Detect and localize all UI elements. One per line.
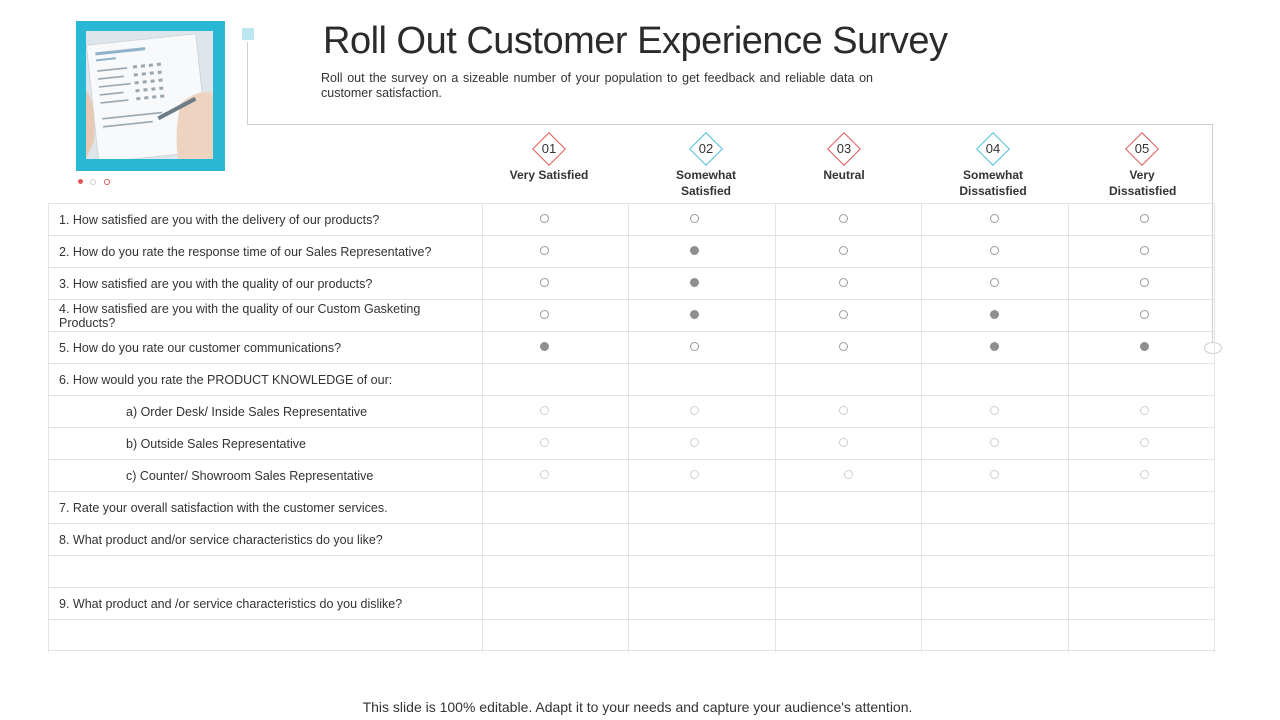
rating-radio[interactable] bbox=[690, 246, 699, 255]
diamond-icon: 03 bbox=[826, 131, 862, 167]
rating-radio[interactable] bbox=[540, 406, 549, 415]
footer-note: This slide is 100% editable. Adapt it to… bbox=[362, 699, 913, 715]
question-text bbox=[59, 620, 469, 651]
rating-radio[interactable] bbox=[839, 246, 848, 255]
rating-radio[interactable] bbox=[990, 438, 999, 447]
rating-radio[interactable] bbox=[839, 342, 848, 351]
table-row: 3. How satisfied are you with the qualit… bbox=[48, 267, 1215, 299]
rating-radio[interactable] bbox=[690, 278, 699, 287]
rating-radio[interactable] bbox=[839, 278, 848, 287]
question-text: 2. How do you rate the response time of … bbox=[59, 244, 432, 259]
rating-radio[interactable] bbox=[839, 310, 848, 319]
column-header-somewhat-satisfied: 02 Somewhat Satisfied bbox=[633, 131, 779, 199]
frame-line bbox=[247, 42, 248, 124]
table-row: 7. Rate your overall satisfaction with t… bbox=[48, 491, 1215, 523]
rating-radio[interactable] bbox=[990, 214, 999, 223]
carousel-dots bbox=[78, 179, 118, 187]
column-header-somewhat-dissatisfied: 04 Somewhat Dissatisfied bbox=[920, 131, 1066, 199]
rating-radio[interactable] bbox=[690, 406, 699, 415]
accent-square bbox=[242, 28, 254, 40]
column-header-very-satisfied: 01 Very Satisfied bbox=[476, 131, 622, 183]
survey-table: 1. How satisfied are you with the delive… bbox=[48, 203, 1215, 651]
column-label: Neutral bbox=[823, 168, 865, 182]
rating-radio[interactable] bbox=[990, 342, 999, 351]
column-label: Very Satisfied bbox=[509, 168, 589, 182]
survey-photo-frame bbox=[76, 21, 225, 171]
rating-radio[interactable] bbox=[1140, 214, 1149, 223]
rating-radio[interactable] bbox=[990, 246, 999, 255]
rating-radio[interactable] bbox=[690, 342, 699, 351]
rating-radio[interactable] bbox=[1140, 470, 1149, 479]
rating-radio[interactable] bbox=[839, 438, 848, 447]
table-row: c) Counter/ Showroom Sales Representativ… bbox=[48, 459, 1215, 491]
diamond-icon: 01 bbox=[531, 131, 567, 167]
rating-radio[interactable] bbox=[540, 310, 549, 319]
table-row: 5. How do you rate our customer communic… bbox=[48, 331, 1215, 363]
rating-radio[interactable] bbox=[990, 406, 999, 415]
frame-line bbox=[1212, 124, 1213, 348]
table-row: 6. How would you rate the PRODUCT KNOWLE… bbox=[48, 363, 1215, 395]
diamond-icon: 04 bbox=[975, 131, 1011, 167]
table-row: 8. What product and/or service character… bbox=[48, 523, 1215, 555]
question-text: a) Order Desk/ Inside Sales Representati… bbox=[126, 404, 368, 419]
rating-radio[interactable] bbox=[839, 214, 848, 223]
rating-radio[interactable] bbox=[1140, 310, 1149, 319]
column-label: Somewhat Dissatisfied bbox=[959, 168, 1027, 198]
table-row: 1. How satisfied are you with the delive… bbox=[48, 203, 1215, 235]
rating-radio[interactable] bbox=[990, 278, 999, 287]
rating-radio[interactable] bbox=[690, 310, 699, 319]
page-title: Roll Out Customer Experience Survey bbox=[323, 20, 948, 62]
survey-form-illustration bbox=[86, 31, 213, 159]
rating-radio[interactable] bbox=[1140, 246, 1149, 255]
rating-radio[interactable] bbox=[1140, 406, 1149, 415]
column-header-very-dissatisfied: 05 Very Dissatisfied bbox=[1069, 131, 1215, 199]
column-header-neutral: 03 Neutral bbox=[771, 131, 917, 183]
survey-photo bbox=[86, 31, 213, 159]
carousel-dot bbox=[90, 179, 96, 185]
rating-radio[interactable] bbox=[1140, 278, 1149, 287]
rating-radio[interactable] bbox=[540, 246, 549, 255]
question-text bbox=[59, 556, 469, 587]
question-text: b) Outside Sales Representative bbox=[126, 436, 306, 451]
rating-radio[interactable] bbox=[690, 214, 699, 223]
carousel-dot-active bbox=[78, 179, 83, 184]
question-text: 1. How satisfied are you with the delive… bbox=[59, 212, 380, 227]
rating-radio[interactable] bbox=[844, 470, 853, 479]
table-row bbox=[48, 555, 1215, 587]
frame-line bbox=[247, 124, 1213, 125]
column-label: Very Dissatisfied bbox=[1109, 168, 1177, 198]
question-text: 3. How satisfied are you with the qualit… bbox=[59, 276, 373, 291]
question-text: 9. What product and /or service characte… bbox=[59, 596, 403, 611]
question-text: 6. How would you rate the PRODUCT KNOWLE… bbox=[59, 372, 393, 387]
rating-radio[interactable] bbox=[540, 342, 549, 351]
table-row: 4. How satisfied are you with the qualit… bbox=[48, 299, 1215, 331]
question-text: 4. How satisfied are you with the qualit… bbox=[59, 301, 421, 330]
carousel-dot bbox=[104, 179, 110, 185]
table-row: b) Outside Sales Representative bbox=[48, 427, 1215, 459]
rating-radio[interactable] bbox=[839, 406, 848, 415]
rating-radio[interactable] bbox=[540, 214, 549, 223]
table-row: 9. What product and /or service characte… bbox=[48, 587, 1215, 619]
page-subtitle: Roll out the survey on a sizeable number… bbox=[321, 71, 873, 100]
frame-knob bbox=[1204, 342, 1222, 354]
column-label: Somewhat Satisfied bbox=[675, 168, 736, 198]
rating-radio[interactable] bbox=[990, 310, 999, 319]
rating-radio[interactable] bbox=[1140, 342, 1149, 351]
diamond-icon: 02 bbox=[688, 131, 724, 167]
diamond-icon: 05 bbox=[1124, 131, 1160, 167]
rating-radio[interactable] bbox=[690, 470, 699, 479]
rating-radio[interactable] bbox=[540, 470, 549, 479]
question-text: 7. Rate your overall satisfaction with t… bbox=[59, 500, 388, 515]
table-row: 2. How do you rate the response time of … bbox=[48, 235, 1215, 267]
question-text: c) Counter/ Showroom Sales Representativ… bbox=[126, 468, 374, 483]
table-row: a) Order Desk/ Inside Sales Representati… bbox=[48, 395, 1215, 427]
rating-radio[interactable] bbox=[540, 438, 549, 447]
table-row bbox=[48, 619, 1215, 651]
rating-radio[interactable] bbox=[690, 438, 699, 447]
rating-radio[interactable] bbox=[1140, 438, 1149, 447]
rating-radio[interactable] bbox=[540, 278, 549, 287]
rating-radio[interactable] bbox=[990, 470, 999, 479]
question-text: 5. How do you rate our customer communic… bbox=[59, 340, 342, 355]
question-text: 8. What product and/or service character… bbox=[59, 532, 383, 547]
